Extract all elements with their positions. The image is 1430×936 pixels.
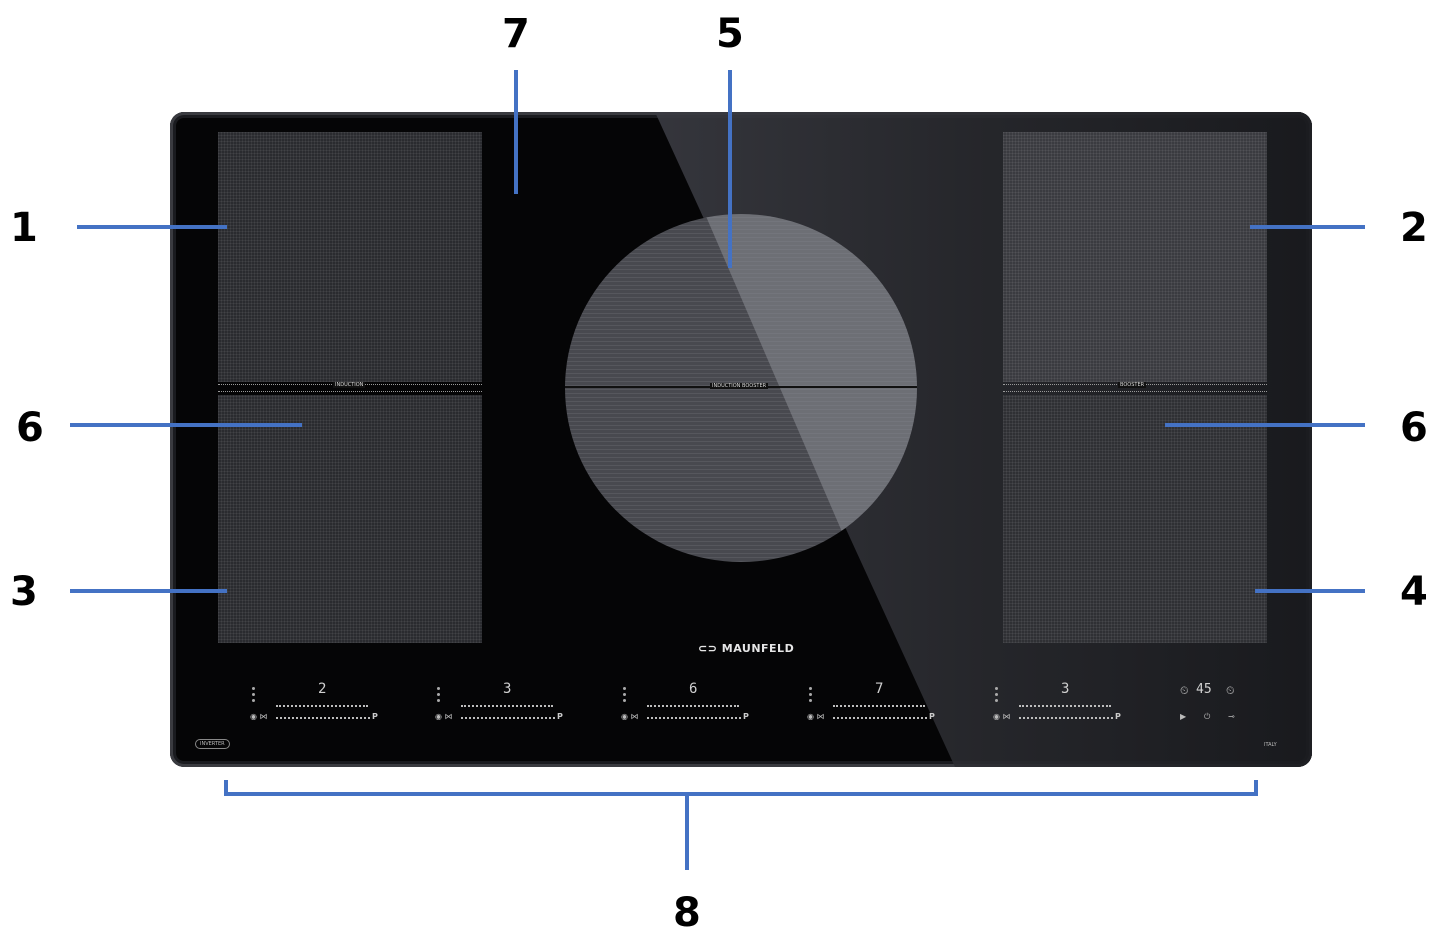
callout-3: 3 xyxy=(10,569,38,615)
slider-upper[interactable] xyxy=(461,705,553,707)
timer-display: 45 xyxy=(1196,682,1212,697)
brand-logo: ⊂⊃ MAUNFELD xyxy=(698,642,795,655)
play-icon[interactable]: ▶ xyxy=(1180,712,1187,721)
induction-cooktop: INDUCTION BOOSTER INDUCTION BOOSTER ⊂⊃ M… xyxy=(170,112,1312,767)
boost-button[interactable]: P xyxy=(372,712,378,721)
slider-lower[interactable] xyxy=(833,717,927,719)
bracket-8-bar xyxy=(224,792,1258,796)
timer-right-icon[interactable]: ⏲ xyxy=(1226,684,1235,697)
booster-tag-right: BOOSTER xyxy=(1118,382,1147,388)
callout-5: 5 xyxy=(716,11,744,57)
power-level-display: 3 xyxy=(503,681,512,697)
power-level-display: 2 xyxy=(318,681,327,697)
callout-6-left: 6 xyxy=(16,405,44,451)
slider-lower[interactable] xyxy=(276,717,370,719)
boost-button[interactable]: P xyxy=(1115,712,1121,721)
pot-icon: ◉ ⋈ xyxy=(807,712,825,721)
power-level-display: 7 xyxy=(875,681,884,697)
cooking-zone-1 xyxy=(218,132,482,382)
boost-button[interactable]: P xyxy=(557,712,563,721)
italy-badge: ITALY xyxy=(1264,742,1277,748)
cooking-zone-2 xyxy=(1003,132,1267,382)
slider-upper[interactable] xyxy=(1019,705,1111,707)
line-3 xyxy=(70,589,227,593)
boost-button[interactable]: P xyxy=(929,712,935,721)
pot-icon: ◉ ⋈ xyxy=(250,712,268,721)
callout-7: 7 xyxy=(502,11,530,57)
cooking-zone-4 xyxy=(1003,395,1267,643)
bracket-8-right xyxy=(1254,780,1258,796)
callout-1: 1 xyxy=(10,205,38,251)
timer-left-icon[interactable]: ⏲ xyxy=(1180,684,1189,697)
booster-tag-center: INDUCTION BOOSTER xyxy=(710,383,769,389)
callout-8: 8 xyxy=(673,890,701,936)
pot-icon: ◉ ⋈ xyxy=(621,712,639,721)
circle-reflection xyxy=(705,214,917,562)
slider-upper[interactable] xyxy=(647,705,739,707)
lock-icon[interactable]: ⊸ xyxy=(1228,712,1235,721)
control-section-2[interactable]: 3 ◉ ⋈ P xyxy=(435,681,585,725)
slider-lower[interactable] xyxy=(647,717,741,719)
power-level-display: 3 xyxy=(1061,681,1070,697)
line-4 xyxy=(1255,589,1365,593)
booster-tag-left: INDUCTION xyxy=(333,382,366,388)
line-5 xyxy=(728,70,732,268)
slider-upper[interactable] xyxy=(276,705,368,707)
pot-icon: ◉ ⋈ xyxy=(435,712,453,721)
line-1 xyxy=(77,225,227,229)
control-section-3[interactable]: 6 ◉ ⋈ P xyxy=(621,681,771,725)
line-6-left xyxy=(70,423,302,427)
line-7 xyxy=(514,70,518,194)
cooking-zone-3 xyxy=(218,395,482,643)
bracket-8-left xyxy=(224,780,228,796)
brand-mark-icon: ⊂⊃ xyxy=(698,642,722,655)
power-icon[interactable]: ⏻ xyxy=(1204,712,1211,721)
pot-icon: ◉ ⋈ xyxy=(993,712,1011,721)
slider-upper[interactable] xyxy=(833,705,925,707)
slider-lower[interactable] xyxy=(461,717,555,719)
bracket-8-stem xyxy=(685,792,689,870)
control-section-5[interactable]: 3 ◉ ⋈ P xyxy=(993,681,1143,725)
power-level-display: 6 xyxy=(689,681,698,697)
line-2 xyxy=(1250,225,1365,229)
callout-6-right: 6 xyxy=(1400,405,1428,451)
line-6-right xyxy=(1165,423,1365,427)
inverter-badge: INVERTER xyxy=(195,739,230,749)
control-section-1[interactable]: 2 ◉ ⋈ P xyxy=(250,681,400,725)
boost-button[interactable]: P xyxy=(743,712,749,721)
control-section-4[interactable]: 7 ◉ ⋈ P xyxy=(807,681,957,725)
slider-lower[interactable] xyxy=(1019,717,1113,719)
callout-2: 2 xyxy=(1400,205,1428,251)
callout-4: 4 xyxy=(1400,569,1428,615)
